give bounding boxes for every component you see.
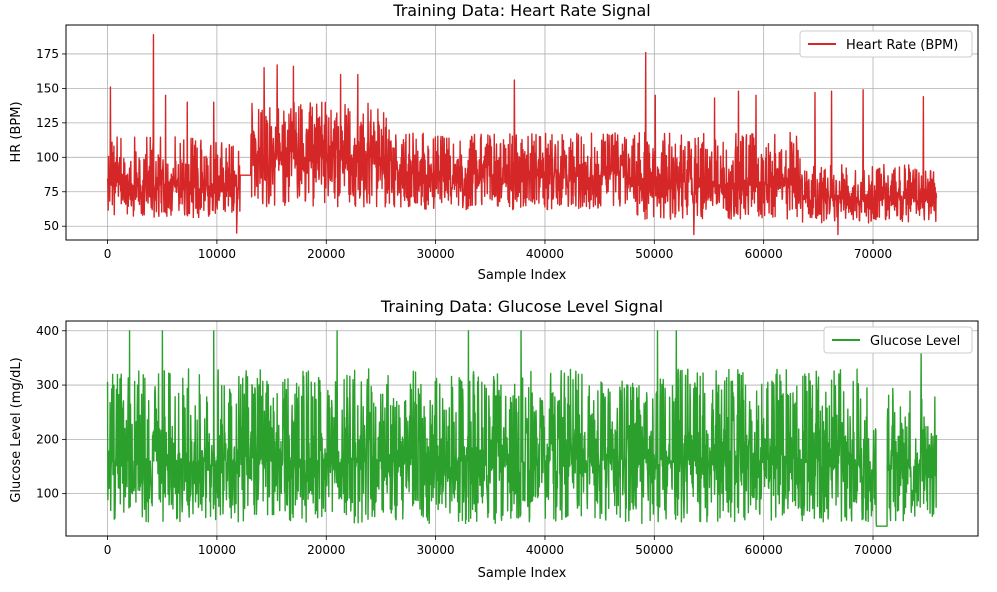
x-tick-label: 50000	[635, 247, 673, 261]
y-tick-label: 100	[36, 487, 59, 501]
y-tick-label: 150	[36, 81, 59, 95]
x-tick-label: 50000	[635, 543, 673, 557]
y-tick-label: 300	[36, 378, 59, 392]
heart-rate-y-ticks: 50 75 100 125 150 175	[36, 47, 66, 233]
glucose-x-ticks: 0 10000 20000 30000 40000 50000 60000 70000	[104, 536, 892, 557]
x-tick-label: 70000	[854, 543, 892, 557]
glucose-axes: Training Data: Glucose Level Signal 0 100…	[9, 297, 979, 581]
x-tick-label: 60000	[745, 247, 783, 261]
heart-rate-legend-label: Heart Rate (BPM)	[846, 38, 958, 53]
x-tick-label: 10000	[198, 543, 236, 557]
x-tick-label: 60000	[745, 543, 783, 557]
x-tick-label: 0	[104, 247, 112, 261]
x-tick-label: 30000	[417, 543, 455, 557]
glucose-legend: Glucose Level	[823, 326, 973, 354]
y-tick-label: 400	[36, 324, 59, 338]
x-tick-label: 20000	[307, 247, 345, 261]
glucose-y-label: Glucose Level (mg/dL)	[9, 357, 24, 502]
heart-rate-x-ticks: 0 10000 20000 30000 40000 50000 60000 70000	[104, 240, 892, 261]
heart-rate-axes: Training Data: Heart Rate Signal 0 10000 2…	[9, 1, 979, 283]
heart-rate-title: Training Data: Heart Rate Signal	[392, 1, 650, 20]
x-tick-label: 20000	[307, 543, 345, 557]
series-line-path	[106, 33, 938, 236]
y-tick-label: 75	[44, 185, 59, 199]
x-tick-label: 40000	[526, 543, 564, 557]
series-line-path	[106, 330, 938, 527]
heart-rate-series-line	[106, 33, 938, 236]
x-tick-label: 40000	[526, 247, 564, 261]
heart-rate-y-label: HR (BPM)	[9, 101, 24, 162]
y-tick-label: 50	[44, 219, 59, 233]
x-tick-label: 10000	[198, 247, 236, 261]
heart-rate-legend: Heart Rate (BPM)	[799, 30, 973, 58]
x-tick-label: 30000	[417, 247, 455, 261]
y-tick-label: 200	[36, 432, 59, 446]
y-tick-label: 175	[36, 47, 59, 61]
y-tick-label: 100	[36, 150, 59, 164]
glucose-y-ticks: 100 200 300 400	[36, 324, 66, 501]
glucose-legend-label: Glucose Level	[870, 334, 960, 349]
glucose-title: Training Data: Glucose Level Signal	[380, 297, 663, 316]
y-tick-label: 125	[36, 116, 59, 130]
heart-rate-plot-frame	[65, 24, 979, 241]
heart-rate-grid	[66, 25, 978, 240]
glucose-plot-frame	[65, 320, 979, 537]
x-tick-label: 70000	[854, 247, 892, 261]
heart-rate-x-label: Sample Index	[478, 268, 567, 283]
glucose-series-line	[106, 330, 938, 527]
x-tick-label: 0	[104, 543, 112, 557]
glucose-x-label: Sample Index	[478, 566, 567, 581]
